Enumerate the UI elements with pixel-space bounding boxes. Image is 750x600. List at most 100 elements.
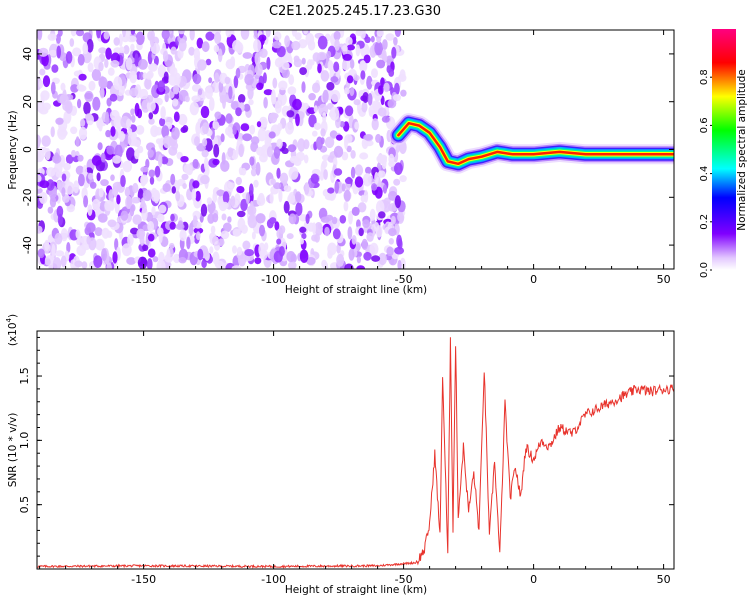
noise-blob [388, 190, 398, 201]
noise-blob [348, 210, 353, 225]
noise-blob [214, 31, 222, 44]
noise-blob [105, 47, 112, 60]
noise-blob [382, 39, 388, 50]
y-tick: -20 [21, 188, 674, 206]
noise-blob [108, 189, 114, 203]
noise-blob [281, 147, 289, 154]
noise-blob [298, 39, 308, 49]
noise-blob [354, 121, 360, 130]
noise-blob [197, 59, 207, 71]
y-tick-label: -40 [21, 236, 34, 254]
noise-blob [50, 126, 55, 138]
noise-blob [56, 180, 62, 191]
noise-blob [196, 37, 204, 49]
noise-blob [188, 222, 194, 236]
plot-frame-bottom [36, 330, 675, 570]
noise-blob [101, 248, 107, 262]
noise-blob [55, 117, 64, 125]
noise-blob [205, 58, 212, 66]
noise-blob [83, 101, 91, 115]
noise-blob [120, 175, 126, 187]
noise-blob [147, 149, 154, 158]
noise-blob [39, 192, 48, 204]
noise-blob [86, 38, 94, 53]
noise-blob [39, 180, 50, 189]
noise-blob [369, 242, 379, 256]
noise-blob [256, 146, 265, 156]
noise-blob [274, 100, 282, 114]
noise-blob [293, 55, 300, 63]
noise-blob [232, 228, 241, 237]
noise-blob [198, 88, 203, 96]
noise-blob [344, 177, 353, 184]
noise-blob [240, 198, 248, 212]
noise-blob [263, 97, 268, 109]
noise-blob [356, 256, 361, 264]
noise-blob [156, 259, 166, 269]
noise-blob [385, 33, 395, 41]
noise-blob [171, 141, 179, 151]
noise-blob [277, 122, 283, 132]
noise-blob [341, 183, 346, 192]
noise-blob [304, 182, 310, 195]
noise-blob [314, 233, 320, 243]
noise-blob [195, 121, 201, 136]
noise-blob [399, 175, 407, 183]
noise-blob [278, 246, 285, 257]
noise-blob [100, 179, 109, 187]
noise-blob [203, 157, 209, 171]
noise-blob [317, 35, 328, 50]
noise-blob [105, 129, 111, 138]
noise-blob [387, 99, 397, 109]
noise-blob [232, 245, 237, 254]
noise-blob [158, 230, 163, 244]
noise-blob [112, 155, 122, 164]
colorbar-tick: 0.6 [699, 117, 712, 133]
bottom-x-axis-label: Height of straight line (km) [285, 584, 427, 596]
noise-blob [323, 261, 329, 269]
noise-blob [330, 89, 341, 103]
noise-blob [202, 122, 209, 135]
noise-blob [346, 145, 352, 153]
noise-blob [281, 68, 290, 79]
noise-blob [251, 231, 256, 240]
noise-blob [98, 61, 104, 72]
noise-blob [116, 194, 121, 205]
noise-blob [98, 76, 108, 89]
noise-blob [200, 203, 208, 217]
noise-blob [242, 133, 253, 142]
noise-blob [92, 96, 101, 111]
y-multiplier-exp: 4 [5, 317, 13, 322]
noise-blob [91, 68, 102, 81]
noise-blob [50, 81, 56, 95]
noise-blob [145, 94, 154, 103]
noise-blob [320, 70, 330, 82]
noise-blob [322, 89, 329, 103]
noise-blob [136, 228, 146, 240]
noise-blob [331, 216, 338, 225]
noise-blob [347, 226, 353, 240]
x-tick: 0 [530, 331, 537, 586]
noise-blob [134, 53, 139, 67]
noise-blob [124, 186, 130, 197]
noise-blob [99, 87, 105, 99]
noise-blob [107, 219, 117, 228]
noise-blob [324, 136, 335, 148]
noise-blob [178, 113, 188, 126]
noise-blob [343, 201, 349, 212]
noise-blob [161, 125, 170, 139]
noise-blob [197, 248, 204, 261]
noise-blob [178, 38, 187, 52]
noise-blob [320, 128, 326, 137]
noise-blob [359, 30, 366, 39]
noise-blob [195, 231, 201, 241]
noise-blob [323, 169, 328, 180]
noise-blob [394, 30, 401, 38]
noise-blob [98, 187, 104, 198]
ridge-band [397, 121, 674, 166]
noise-blob [37, 174, 42, 182]
noise-blob [60, 255, 67, 268]
noise-blob [349, 88, 354, 97]
noise-blob [230, 195, 236, 207]
colorbar: 0.0 0.2 0.4 0.6 0.8 Normalized spectral ampl… [699, 29, 748, 278]
